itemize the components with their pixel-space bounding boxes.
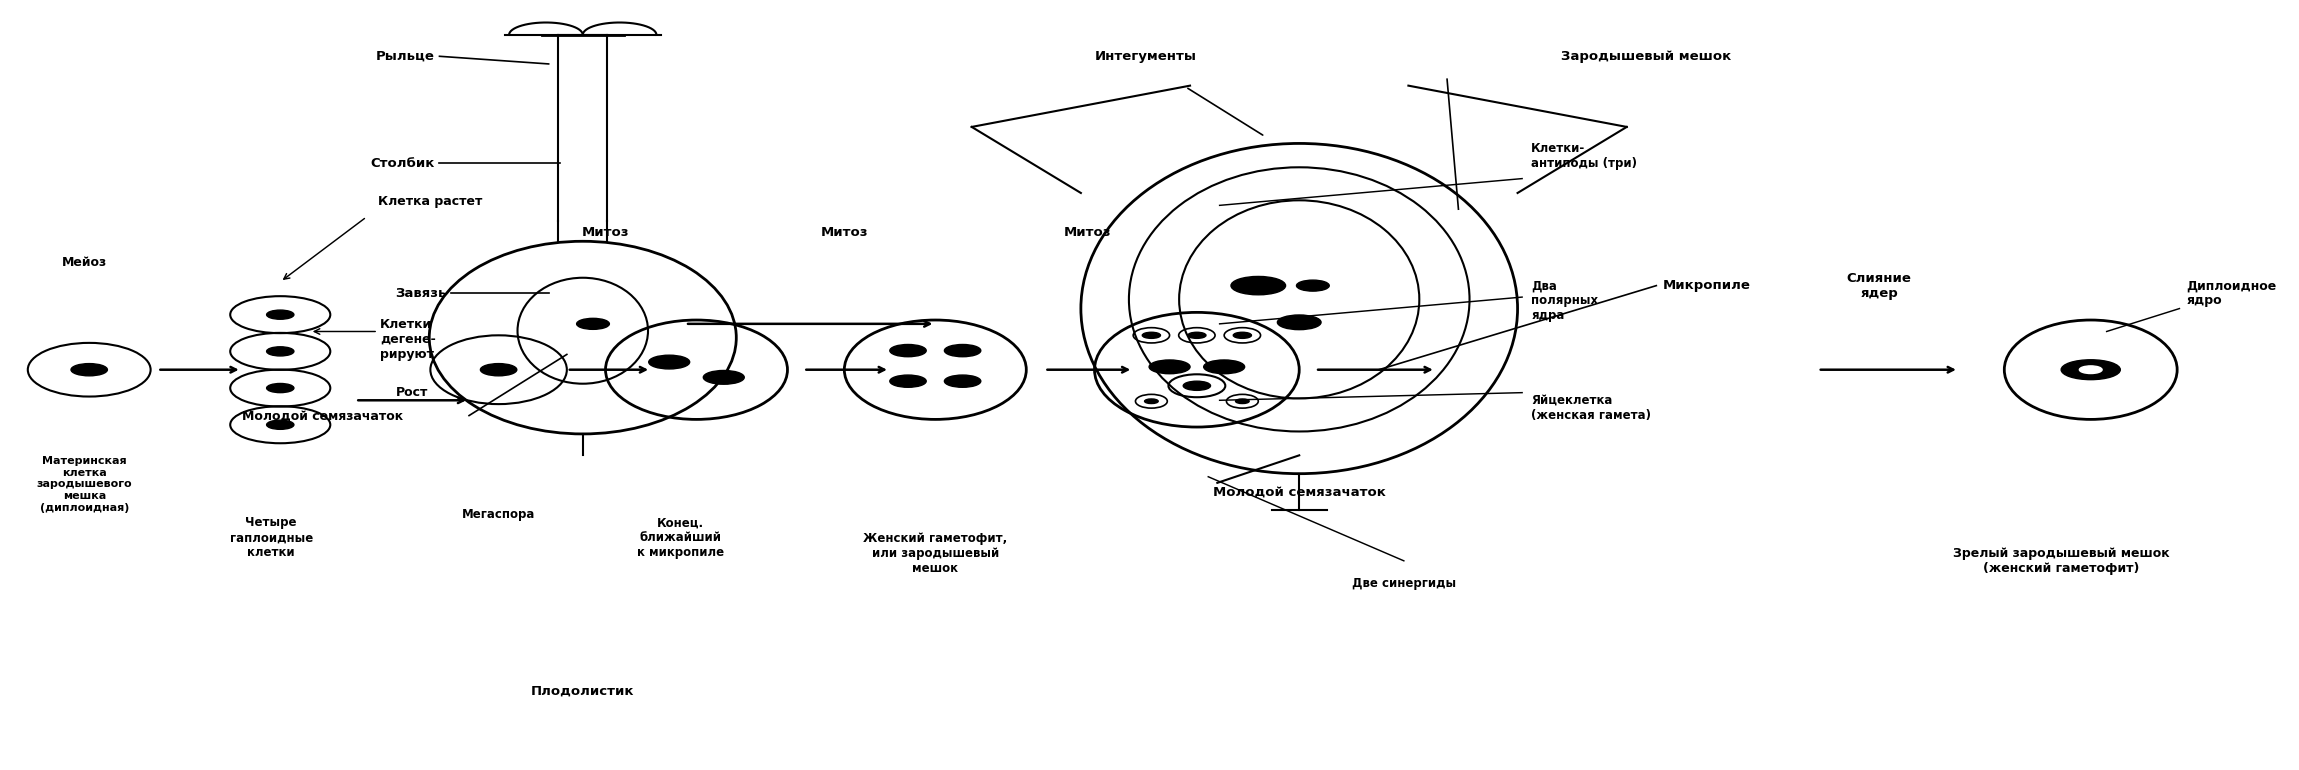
Circle shape (2078, 366, 2101, 373)
Circle shape (1150, 360, 1191, 373)
Text: Рыльце: Рыльце (377, 50, 435, 63)
Text: Зрелый зародышевый мешок
(женский гаметофит): Зрелый зародышевый мешок (женский гамето… (1952, 547, 2170, 575)
Text: Митоз: Митоз (1064, 226, 1110, 239)
Circle shape (267, 420, 294, 430)
Text: Молодой семязачаток: Молодой семязачаток (241, 409, 402, 422)
Text: Микропиле: Микропиле (1662, 279, 1752, 292)
Text: Митоз: Митоз (821, 226, 869, 239)
Circle shape (1189, 332, 1207, 338)
Text: Два
полярных
ядра: Два полярных ядра (1531, 280, 1598, 323)
Text: Две синергиды: Две синергиды (1352, 578, 1455, 591)
Circle shape (480, 363, 517, 376)
Circle shape (2062, 360, 2120, 380)
Circle shape (71, 363, 108, 376)
Circle shape (890, 344, 926, 357)
Text: Рост: Рост (395, 386, 428, 399)
Text: Материнская
клетка
зародышевого
мешка
(диплоидная): Материнская клетка зародышевого мешка (д… (37, 456, 133, 513)
Circle shape (1278, 315, 1322, 330)
Text: Митоз: Митоз (582, 226, 630, 239)
Circle shape (945, 344, 982, 357)
Circle shape (1297, 280, 1329, 291)
Text: Конец.
ближайший
к микропиле: Конец. ближайший к микропиле (637, 517, 724, 559)
Text: Интегументы: Интегументы (1094, 50, 1195, 63)
Circle shape (267, 383, 294, 393)
Text: Диплоидное
ядро: Диплоидное ядро (2186, 280, 2276, 307)
Circle shape (1235, 399, 1248, 403)
Text: Плодолистик: Плодолистик (531, 685, 635, 698)
Circle shape (577, 318, 609, 330)
Circle shape (945, 375, 982, 387)
Circle shape (1232, 332, 1251, 338)
Circle shape (1205, 360, 1244, 373)
Circle shape (267, 346, 294, 356)
Circle shape (267, 310, 294, 320)
Circle shape (1184, 381, 1212, 390)
Text: Слияние
ядер: Слияние ядер (1846, 272, 1913, 300)
Circle shape (1143, 332, 1161, 338)
Text: Клетки
дегене-
рируют: Клетки дегене- рируют (379, 318, 437, 360)
Circle shape (1145, 399, 1159, 403)
Text: Женский гаметофит,
или зародышевый
мешок: Женский гаметофит, или зародышевый мешок (862, 531, 1007, 574)
Text: Столбик: Столбик (370, 157, 435, 170)
Text: Мегаспора: Мегаспора (462, 508, 536, 521)
Text: Четыре
гаплоидные
клетки: Четыре гаплоидные клетки (230, 517, 313, 559)
Text: Яйцеклетка
(женская гамета): Яйцеклетка (женская гамета) (1531, 394, 1651, 422)
Text: Мейоз: Мейоз (62, 256, 108, 270)
Circle shape (890, 375, 926, 387)
Text: Клетка растет: Клетка растет (377, 195, 483, 208)
Circle shape (1230, 276, 1285, 295)
Circle shape (648, 355, 690, 369)
Text: Клетки-
антиподы (три): Клетки- антиподы (три) (1531, 142, 1637, 169)
Text: Завязь: Завязь (395, 286, 446, 300)
Circle shape (703, 370, 745, 384)
Text: Зародышевый мешок: Зародышевый мешок (1561, 50, 1731, 63)
Text: Молодой семязачаток: Молодой семязачаток (1214, 486, 1386, 498)
